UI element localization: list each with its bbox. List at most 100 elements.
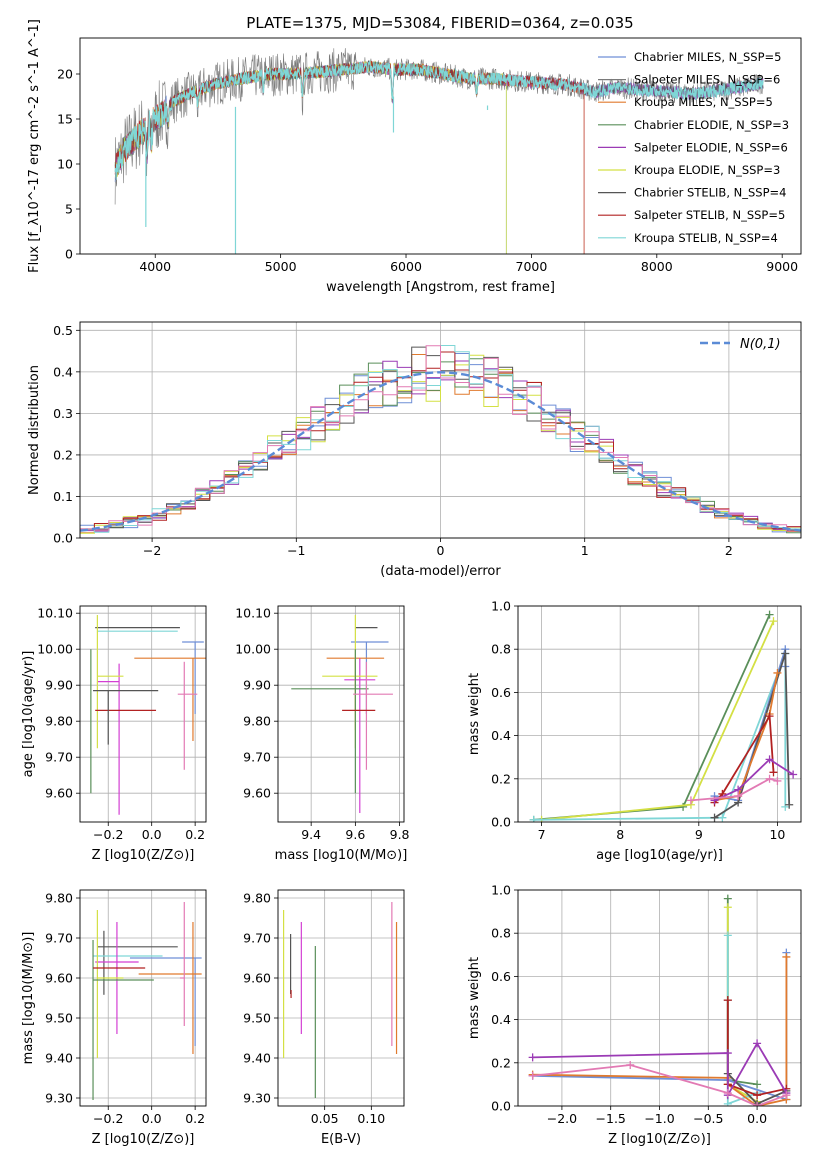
weight-point-marker [765, 712, 774, 721]
x-tick-label: −2.0 [547, 1111, 577, 1126]
legend-label: Salpeter ELODIE, N_SSP=6 [634, 140, 788, 154]
weight-point-marker [626, 1060, 635, 1069]
y-tick-label: 9.60 [243, 971, 271, 986]
weight-point-marker [528, 1053, 537, 1062]
y-tick-label: 5 [65, 202, 73, 217]
y-tick-label: 9.90 [243, 678, 271, 693]
weight-point-marker [769, 617, 778, 626]
x-axis-label: (data-model)/error [380, 564, 501, 579]
x-tick-label: 9.8 [390, 827, 410, 842]
weight-point-marker [765, 774, 774, 783]
figure-title: PLATE=1375, MJD=53084, FIBERID=0364, z=0… [246, 14, 633, 32]
y-tick-label: 9.80 [243, 714, 271, 729]
y-tick-label: 0.6 [491, 685, 511, 700]
x-tick-label: 0 [437, 543, 445, 558]
data-point [97, 930, 178, 995]
legend: N(0,1) [700, 337, 781, 352]
plot-area [291, 615, 393, 813]
legend-label: Kroupa ELODIE, N_SSP=3 [634, 163, 780, 177]
y-tick-label: 10.10 [235, 606, 271, 621]
y-tick-label: 0.4 [491, 728, 511, 743]
weight-point-marker [781, 649, 790, 658]
x-tick-label: −0.2 [93, 827, 123, 842]
data-point [134, 657, 206, 741]
weight-point-marker [785, 800, 794, 809]
y-tick-label: 9.80 [45, 714, 73, 729]
weight-series-line [532, 957, 788, 1106]
weight-series-line [726, 907, 758, 1103]
weight-point-marker [710, 813, 719, 822]
weight-point-marker [753, 1080, 762, 1089]
weight-point-marker [723, 996, 732, 1005]
legend-label: Chabrier ELODIE, N_SSP=3 [634, 118, 789, 132]
weight-point-marker [528, 1071, 537, 1080]
x-axis-label: mass [log10(M/M⊙)] [275, 848, 408, 863]
x-tick-label: 5000 [265, 259, 297, 274]
legend-label: Kroupa MILES, N_SSP=5 [634, 95, 773, 109]
axes-frame [79, 605, 207, 823]
weight-point-marker [765, 610, 774, 619]
x-tick-label: 0.2 [185, 1111, 205, 1126]
x-tick-label: 8000 [641, 259, 673, 274]
data-point [350, 641, 389, 714]
y-tick-label: 0.0 [491, 1099, 511, 1114]
y-tick-label: 0 [65, 247, 73, 262]
y-tick-label: 9.90 [45, 678, 73, 693]
weight-point-marker [782, 1091, 791, 1100]
weight-point-marker [723, 931, 732, 940]
x-tick-label: 4000 [139, 259, 171, 274]
plot-area [90, 615, 206, 815]
weight-series-line [690, 777, 778, 802]
y-axis-label: mass weight [467, 673, 482, 755]
x-tick-label: 10 [769, 827, 785, 842]
x-tick-label: −1.5 [596, 1111, 626, 1126]
data-point [322, 615, 378, 749]
x-tick-label: 9000 [766, 259, 798, 274]
model-spectrum-line [114, 60, 507, 254]
y-tick-label: 1.0 [491, 599, 511, 614]
y-axis-label: Flux [f_λ10^-17 erg cm^-2 s^-1 A^-1] [27, 19, 42, 273]
data-point [353, 661, 393, 770]
chart-mass-weight-vs-age: 7 8 9 10 0.0 0.2 0.4 0.6 0.8 1.0 age [log10(age/yr… [467, 599, 802, 863]
x-tick-label: −0.2 [93, 1111, 123, 1126]
y-tick-label: 9.40 [243, 1051, 271, 1066]
weight-point-marker [723, 903, 732, 912]
axes-frame [277, 889, 405, 1107]
axes-frame [277, 605, 405, 823]
x-tick-label: 9 [695, 827, 703, 842]
weight-point-marker [734, 792, 743, 801]
weight-point-marker [686, 796, 695, 805]
x-tick-label: 0.05 [311, 1111, 339, 1126]
x-tick-label: 0.0 [142, 827, 162, 842]
plot-area [528, 894, 791, 1106]
y-tick-label: 0.2 [53, 447, 73, 462]
y-tick-label: 15 [57, 112, 73, 127]
y-tick-label: 0.8 [491, 926, 511, 941]
y-tick-label: 0.2 [491, 1055, 511, 1070]
model-spectrum-line [114, 60, 507, 254]
y-tick-label: 9.30 [243, 1091, 271, 1106]
weight-point-marker [679, 802, 688, 811]
data-point [179, 902, 185, 1026]
plot-area [80, 345, 801, 538]
plot-area [529, 610, 798, 822]
x-axis-label: Z [log10(Z/Z⊙)] [92, 848, 195, 863]
x-axis-label: E(B-V) [321, 1132, 361, 1147]
weight-series-line [533, 653, 787, 821]
chart-age-vs-mass: 9.4 9.6 9.8 9.60 9.70 9.80 9.90 10.00 10.10 mass … [235, 605, 410, 863]
x-tick-label: −1 [287, 543, 305, 558]
y-tick-label: 0.6 [491, 969, 511, 984]
legend-label: Salpeter STELIB, N_SSP=5 [634, 208, 785, 222]
gaussian-reference-line [80, 371, 801, 532]
chart-mass-vs-z: −0.2 0.0 0.2 9.30 9.40 9.50 9.60 9.70 9.80 Z [log… [21, 889, 207, 1147]
legend-label: Chabrier STELIB, N_SSP=4 [634, 186, 786, 200]
plot-area [283, 902, 398, 1098]
x-tick-label: 0.0 [747, 1111, 767, 1126]
x-axis-label: Z [log10(Z/Z⊙)] [92, 1132, 195, 1147]
weight-series [723, 931, 762, 1106]
weight-point-marker [773, 668, 782, 677]
x-axis-label: wavelength [Angstrom, rest frame] [326, 280, 555, 295]
y-axis-label: Normed distribution [27, 365, 42, 495]
weight-point-marker [529, 815, 538, 822]
weight-series-line [726, 1000, 787, 1097]
